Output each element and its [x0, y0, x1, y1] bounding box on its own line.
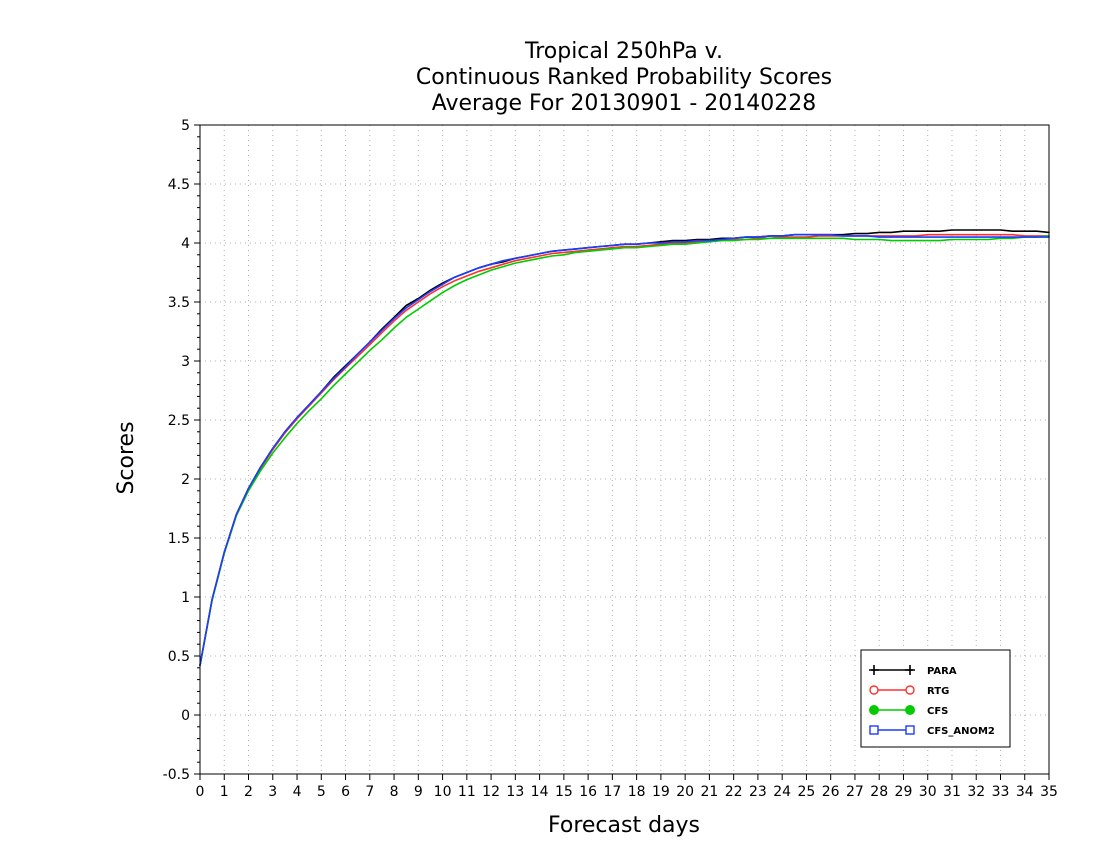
x-tick-label: 27 [846, 784, 864, 800]
x-tick-label: 6 [341, 784, 350, 800]
x-tick-label: 5 [317, 784, 326, 800]
legend-label-para: PARA [927, 666, 957, 677]
x-tick-label: 31 [943, 784, 961, 800]
series-line-cfs-anom2 [199, 233, 1050, 667]
y-tick-label: 4.5 [168, 177, 190, 193]
legend-marker-cfs [905, 705, 915, 715]
x-tick-label: 8 [390, 784, 399, 800]
x-tick-label: 9 [414, 784, 423, 800]
x-tick-label: 20 [676, 784, 694, 800]
chart-title-line-2: Continuous Ranked Probability Scores [416, 65, 832, 90]
x-tick-label: 13 [506, 784, 524, 800]
series-line-cfs [199, 235, 1050, 667]
x-tick-label: 35 [1040, 784, 1058, 800]
x-tick-label: 16 [579, 784, 597, 800]
x-tick-label: 0 [196, 784, 205, 800]
x-tick-label: 17 [603, 784, 621, 800]
x-tick-label: 1 [220, 784, 229, 800]
legend-marker-cfs-anom2 [905, 725, 915, 735]
x-tick-label: 19 [652, 784, 670, 800]
x-tick-label: 4 [293, 784, 302, 800]
x-tick-label: 29 [895, 784, 913, 800]
series-line-rtg [199, 233, 1050, 667]
legend-marker-cfs [869, 705, 879, 715]
x-tick-label: 33 [992, 784, 1010, 800]
x-tick-label: 28 [870, 784, 888, 800]
x-tick-label: 11 [458, 784, 476, 800]
x-axis-label: Forecast days [548, 813, 700, 838]
x-tick-label: 32 [967, 784, 985, 800]
x-tick-label: 26 [822, 784, 840, 800]
legend: PARA RTG CFS CFS_ANOM2 [860, 649, 1011, 748]
x-tick-label: 12 [482, 784, 500, 800]
y-tick-label: 4 [181, 236, 190, 252]
x-tick-label: 25 [798, 784, 816, 800]
plot-frame [199, 124, 1050, 775]
x-tick-label: 10 [434, 784, 452, 800]
legend-label-cfs-anom2: CFS_ANOM2 [927, 726, 995, 737]
x-axis: 0 1 2 3 4 5 6 7 8 9 10 11 12 13 14 15 16 17 18 19 20 21 22 23 24… [196, 774, 1058, 800]
legend-marker-rtg [905, 685, 915, 695]
series-layer [199, 229, 1050, 667]
x-tick-label: 30 [919, 784, 937, 800]
y-axis: -0.5 0 0.5 1 1.5 2 2.5 3 3.5 4 4.5 5 [163, 118, 200, 783]
chart-title-line-3: Average For 20130901 - 20140228 [432, 91, 817, 116]
y-tick-label: 2 [181, 472, 190, 488]
y-tick-label: 3 [181, 354, 190, 370]
y-tick-label: 0 [181, 708, 190, 724]
legend-marker-rtg [869, 685, 879, 695]
legend-label-rtg: RTG [927, 686, 949, 697]
legend-marker-para [905, 665, 915, 675]
x-tick-label: 24 [773, 784, 791, 800]
x-tick-label: 23 [749, 784, 767, 800]
x-tick-label: 14 [531, 784, 549, 800]
x-tick-label: 21 [700, 784, 718, 800]
y-tick-label: 5 [181, 118, 190, 134]
y-tick-label: 1.5 [168, 531, 190, 547]
y-tick-label: -0.5 [163, 767, 190, 783]
y-tick-label: 1 [181, 590, 190, 606]
x-tick-label: 34 [1016, 784, 1034, 800]
x-tick-label: 3 [268, 784, 277, 800]
x-tick-label: 2 [244, 784, 253, 800]
legend-marker-para [869, 665, 879, 675]
legend-box [860, 649, 1011, 748]
x-tick-label: 15 [555, 784, 573, 800]
y-tick-label: 2.5 [168, 413, 190, 429]
chart-title-line-1: Tropical 250hPa v. [524, 39, 723, 64]
x-tick-label: 7 [365, 784, 374, 800]
legend-marker-cfs-anom2 [869, 725, 879, 735]
legend-label-cfs: CFS [927, 706, 948, 717]
x-tick-label: 18 [628, 784, 646, 800]
y-axis-label: Scores [114, 421, 139, 494]
x-tick-label: 22 [725, 784, 743, 800]
y-tick-label: 0.5 [168, 649, 190, 665]
y-tick-label: 3.5 [168, 295, 190, 311]
